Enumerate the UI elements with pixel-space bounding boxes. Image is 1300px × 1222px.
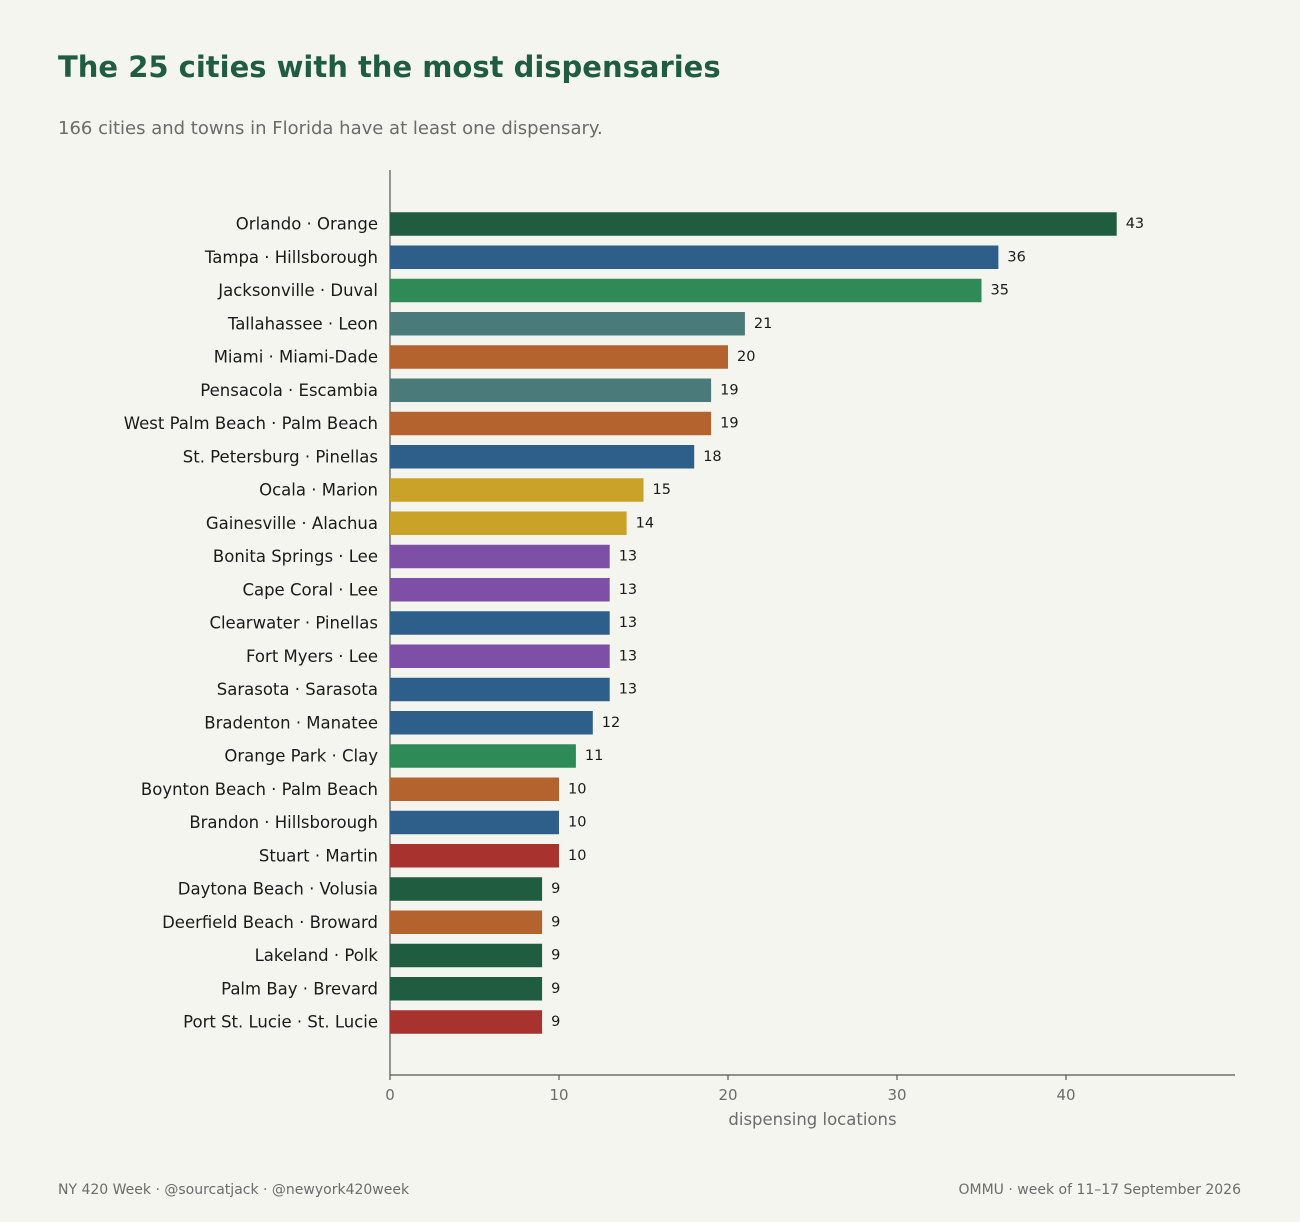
bar-18 (390, 777, 559, 801)
footer-credits: NY 420 Week · @sourcatjack · @newyork420… (58, 1182, 410, 1198)
value-label-25: 9 (551, 1014, 560, 1030)
category-label-3: Jacksonville · Duval (217, 281, 378, 300)
value-label-21: 9 (551, 881, 560, 897)
category-label-5: Miami · Miami-Dade (214, 348, 378, 367)
x-tick-label-10: 10 (549, 1086, 568, 1104)
value-label-8: 18 (703, 449, 721, 465)
bar-24 (390, 977, 543, 1001)
value-label-3: 35 (991, 283, 1009, 299)
category-label-11: Bonita Springs · Lee (213, 547, 378, 566)
value-label-13: 13 (619, 615, 637, 631)
bar-20 (390, 844, 559, 868)
bar-17 (390, 744, 576, 768)
category-label-10: Gainesville · Alachua (206, 514, 378, 533)
bar-21 (390, 877, 543, 901)
value-label-2: 36 (1007, 249, 1025, 265)
bar-16 (390, 711, 593, 735)
value-label-6: 19 (720, 382, 738, 398)
bar-15 (390, 677, 610, 702)
value-label-24: 9 (551, 981, 560, 997)
bar-25 (390, 1010, 543, 1034)
value-label-9: 15 (653, 482, 671, 498)
category-label-25: Port St. Lucie · St. Lucie (183, 1013, 378, 1032)
category-label-1: Orlando · Orange (236, 215, 378, 234)
chart-title: The 25 cities with the most dispensaries (58, 50, 721, 84)
category-label-18: Boynton Beach · Palm Beach (141, 780, 378, 799)
bar-11 (390, 544, 610, 569)
bar-14 (390, 644, 610, 668)
value-label-10: 14 (636, 515, 654, 531)
bar-2 (390, 245, 999, 269)
x-axis-label: dispensing locations (728, 1110, 896, 1129)
bar-4 (390, 312, 745, 336)
value-label-5: 20 (737, 349, 755, 365)
value-label-22: 9 (551, 914, 560, 930)
value-label-16: 12 (602, 715, 620, 731)
category-label-2: Tampa · Hillsborough (204, 248, 378, 267)
category-label-24: Palm Bay · Brevard (221, 979, 378, 998)
category-label-7: West Palm Beach · Palm Beach (124, 414, 378, 433)
bar-1 (390, 212, 1117, 236)
bar-3 (390, 278, 982, 303)
category-label-17: Orange Park · Clay (224, 747, 378, 766)
bar-22 (390, 910, 543, 934)
value-label-4: 21 (754, 316, 772, 332)
bar-10 (390, 511, 627, 535)
x-tick-label-40: 40 (1056, 1086, 1075, 1104)
value-label-19: 10 (568, 815, 586, 831)
bar-12 (390, 578, 610, 602)
bar-13 (390, 611, 610, 635)
category-label-6: Pensacola · Escambia (200, 381, 378, 400)
value-label-7: 19 (720, 416, 738, 432)
value-label-11: 13 (619, 549, 637, 565)
x-tick-label-30: 30 (887, 1086, 906, 1104)
value-label-12: 13 (619, 582, 637, 598)
value-label-1: 43 (1126, 216, 1144, 232)
bar-7 (390, 411, 712, 436)
category-label-15: Sarasota · Sarasota (217, 680, 378, 699)
category-label-9: Ocala · Marion (259, 481, 378, 500)
category-label-23: Lakeland · Polk (255, 946, 379, 965)
value-label-15: 13 (619, 682, 637, 698)
category-label-13: Clearwater · Pinellas (209, 614, 378, 633)
category-label-14: Fort Myers · Lee (246, 647, 378, 666)
category-label-21: Daytona Beach · Volusia (178, 880, 378, 899)
footer-source: OMMU · week of 11–17 September 2026 (958, 1182, 1242, 1198)
x-tick-label-20: 20 (718, 1086, 737, 1104)
category-label-12: Cape Coral · Lee (242, 580, 378, 599)
value-label-18: 10 (568, 781, 586, 797)
x-tick-label-0: 0 (385, 1086, 395, 1104)
value-label-14: 13 (619, 648, 637, 664)
bar-23 (390, 943, 543, 968)
category-label-22: Deerfield Beach · Broward (162, 913, 378, 932)
bar-9 (390, 478, 644, 502)
chart-subtitle: 166 cities and towns in Florida have at … (58, 118, 603, 139)
category-label-8: St. Petersburg · Pinellas (183, 447, 378, 466)
bar-6 (390, 378, 712, 402)
value-label-17: 11 (585, 748, 603, 764)
category-label-20: Stuart · Martin (259, 846, 378, 865)
category-label-16: Bradenton · Manatee (204, 713, 378, 732)
value-label-20: 10 (568, 848, 586, 864)
bar-5 (390, 345, 728, 369)
category-label-4: Tallahassee · Leon (227, 314, 378, 333)
category-label-19: Brandon · Hillsborough (189, 813, 378, 832)
bar-19 (390, 810, 559, 835)
value-label-23: 9 (551, 948, 560, 964)
bar-8 (390, 445, 695, 469)
